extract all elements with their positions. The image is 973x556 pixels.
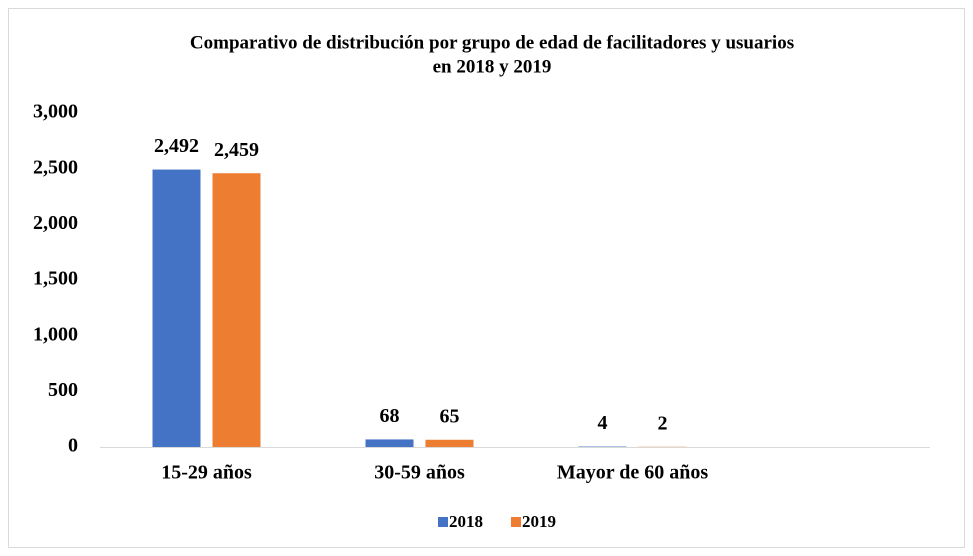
x-tick-label: 30-59 años (374, 462, 465, 484)
bar (212, 173, 261, 448)
data-label: 68 (380, 405, 400, 427)
data-label: 65 (440, 405, 460, 427)
legend-label: 2018 (449, 512, 483, 531)
bar (152, 169, 201, 448)
chart-title: Comparativo de distribución por grupo de… (190, 32, 794, 53)
data-label: 2,492 (154, 135, 199, 157)
y-tick-label: 0 (68, 435, 78, 457)
bar (425, 439, 474, 447)
data-label: 2,459 (214, 139, 259, 161)
legend-swatch (511, 517, 521, 527)
chart-title: en 2018 y 2019 (433, 56, 552, 77)
x-tick-label: Mayor de 60 años (557, 462, 709, 484)
data-label: 2 (658, 412, 668, 434)
x-tick-label: 15-29 años (161, 462, 252, 484)
data-label: 4 (598, 412, 608, 434)
legend-swatch (438, 517, 448, 527)
y-tick-label: 2,000 (33, 212, 78, 234)
y-tick-label: 2,500 (33, 156, 78, 178)
chart-border (8, 8, 965, 548)
legend-label: 2019 (522, 512, 556, 531)
y-tick-label: 3,000 (33, 101, 78, 123)
bar (365, 439, 414, 447)
y-tick-label: 500 (48, 379, 78, 401)
y-tick-label: 1,000 (33, 323, 78, 345)
y-tick-label: 1,500 (33, 268, 78, 290)
